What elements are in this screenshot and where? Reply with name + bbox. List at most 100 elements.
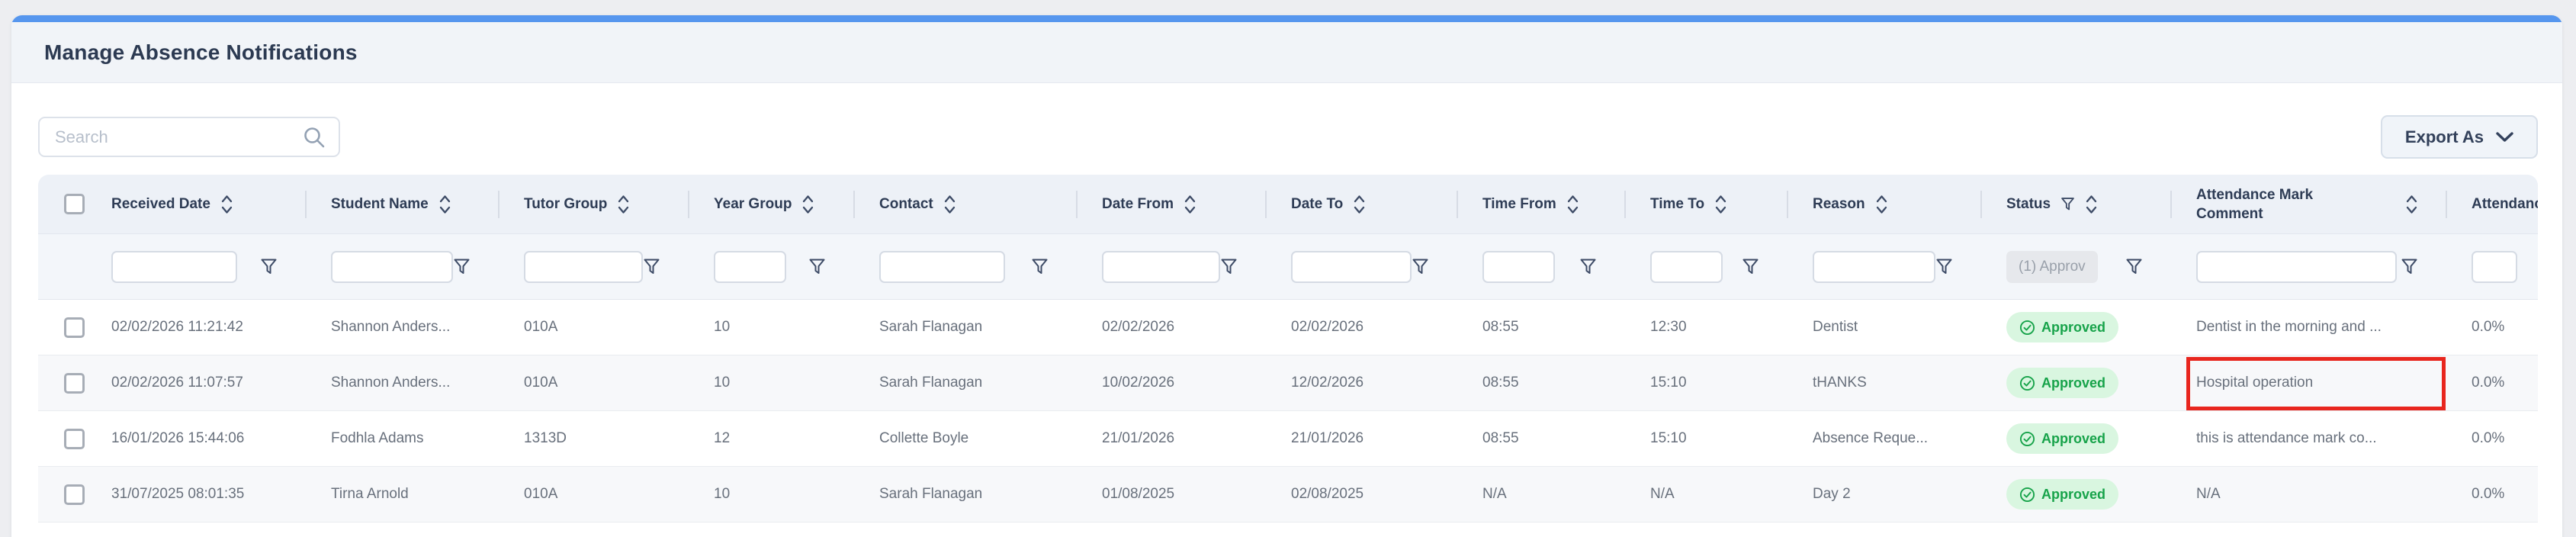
sort-icon[interactable] (2085, 193, 2098, 216)
column-header-student_name[interactable]: Student Name (305, 175, 498, 233)
cell-status: Approved (1980, 479, 2170, 510)
filter-cell-select (38, 234, 99, 299)
column-header-label: Reason (1813, 195, 1865, 212)
column-header-time_to[interactable]: Time To (1624, 175, 1787, 233)
filter-cell-reason (1787, 234, 1980, 299)
cell-time_from: N/A (1482, 486, 1507, 502)
cell-attendance_mark_comment: N/A (2196, 486, 2221, 502)
cell-status: Approved (1980, 312, 2170, 342)
filter-input-contact[interactable] (879, 250, 1005, 283)
card-accent-bar (11, 15, 2562, 22)
filter-cell-tutor_group (498, 234, 688, 299)
cell-date_from: 02/02/2026 (1102, 319, 1175, 335)
column-header-year_group[interactable]: Year Group (688, 175, 853, 233)
column-header-attendance_pct[interactable]: Attendance % (2446, 175, 2538, 233)
cell-date_from: 01/08/2025 (1102, 486, 1175, 502)
status-badge: Approved (2006, 479, 2119, 510)
column-header-contact[interactable]: Contact (853, 175, 1076, 233)
cell-student_name: Fodhla Adams (331, 430, 424, 446)
status-badge: Approved (2006, 312, 2119, 342)
sort-icon[interactable] (943, 193, 956, 216)
cell-attendance_pct: 0.0% (2472, 375, 2505, 391)
row-checkbox[interactable] (64, 428, 85, 449)
cell-contact: Sarah Flanagan (879, 486, 983, 502)
column-header-date_to[interactable]: Date To (1265, 175, 1457, 233)
filter-cell-contact (853, 234, 1076, 299)
cell-select (38, 484, 99, 505)
column-header-reason[interactable]: Reason (1787, 175, 1980, 233)
filter-cell-student_name (305, 234, 498, 299)
sort-icon[interactable] (438, 193, 451, 216)
check-circle-icon (2019, 431, 2035, 447)
column-header-tutor_group[interactable]: Tutor Group (498, 175, 688, 233)
sort-icon[interactable] (617, 193, 630, 216)
filter-input-time_from[interactable] (1482, 250, 1555, 283)
filter-input-received_date[interactable] (111, 250, 237, 283)
sort-icon[interactable] (2405, 193, 2418, 216)
column-header-label: Status (2006, 195, 2051, 212)
column-header-time_from[interactable]: Time From (1457, 175, 1624, 233)
filter-funnel-icon[interactable] (1935, 258, 1953, 275)
column-header-label: Attendance Mark Comment (2196, 186, 2314, 222)
filter-funnel-icon[interactable] (260, 258, 278, 275)
status-badge-label: Approved (2041, 430, 2106, 446)
column-header-label: Date To (1291, 195, 1344, 212)
filter-funnel-icon[interactable] (1579, 258, 1597, 275)
table-row: 31/07/2025 08:01:35 Tirna Arnold 010A 10 Sar… (38, 467, 2538, 523)
cell-attendance_pct: 0.0% (2472, 430, 2505, 446)
column-header-label: Time To (1650, 195, 1705, 212)
filter-funnel-icon[interactable] (1412, 258, 1429, 275)
column-header-attendance_mark_comment[interactable]: Attendance Mark Comment (2170, 175, 2446, 233)
filter-input-attendance_mark_comment[interactable] (2196, 250, 2397, 283)
filter-funnel-icon[interactable] (643, 258, 660, 275)
row-checkbox[interactable] (64, 317, 85, 338)
cell-student_name: Shannon Anders... (331, 375, 451, 391)
filter-input-year_group[interactable] (714, 250, 786, 283)
table-row: 16/01/2026 15:44:06 Fodhla Adams 1313D 12 Co… (38, 411, 2538, 467)
absence-notifications-table: Received Date Student Name Tutor Group Year… (38, 175, 2538, 523)
filter-funnel-icon[interactable] (1742, 258, 1759, 275)
sort-icon[interactable] (1353, 193, 1366, 216)
filter-input-time_to[interactable] (1650, 250, 1723, 283)
filter-funnel-icon[interactable] (2401, 258, 2418, 275)
status-badge-label: Approved (2041, 486, 2106, 502)
column-header-date_from[interactable]: Date From (1076, 175, 1265, 233)
cell-attendance_pct: 0.0% (2472, 486, 2505, 502)
column-header-status[interactable]: Status (1980, 175, 2170, 233)
filter-funnel-icon[interactable] (1220, 258, 1238, 275)
cell-reason: tHANKS (1813, 375, 1867, 391)
filter-input-student_name[interactable] (331, 250, 453, 283)
row-checkbox[interactable] (64, 484, 85, 505)
cell-year_group: 12 (714, 430, 731, 446)
filter-funnel-icon[interactable] (453, 258, 471, 275)
column-header-label: Attendance % (2472, 195, 2538, 212)
filter-cell-year_group (688, 234, 853, 299)
sort-icon[interactable] (1184, 193, 1196, 216)
card-body: Export As Received Date Student Name Tutor… (11, 83, 2562, 523)
filter-funnel-icon[interactable] (1031, 258, 1049, 275)
sort-icon[interactable] (220, 193, 233, 216)
sort-icon[interactable] (1875, 193, 1888, 216)
filter-funnel-icon[interactable] (2125, 258, 2143, 275)
filter-input-date_from[interactable] (1102, 250, 1220, 283)
sort-icon[interactable] (801, 193, 814, 216)
status-filter-chip[interactable]: (1) Approv (2006, 250, 2098, 283)
cell-contact: Collette Boyle (879, 430, 969, 446)
filter-input-tutor_group[interactable] (524, 250, 643, 283)
cell-tutor_group: 010A (524, 319, 558, 335)
filter-input-reason[interactable] (1813, 250, 1935, 283)
sort-icon[interactable] (1566, 193, 1579, 216)
row-checkbox[interactable] (64, 372, 85, 394)
filter-input-attendance_pct[interactable] (2472, 250, 2517, 283)
select-all-checkbox[interactable] (64, 194, 85, 214)
search-input[interactable] (55, 127, 302, 147)
sort-icon[interactable] (1714, 193, 1727, 216)
filter-funnel-icon[interactable] (808, 258, 826, 275)
manage-absence-notifications-card: Manage Absence Notifications Export As (11, 15, 2562, 537)
column-header-label: Tutor Group (524, 195, 608, 212)
cell-date_from: 10/02/2026 (1102, 375, 1175, 391)
column-header-received_date[interactable]: Received Date (99, 175, 305, 233)
export-as-button[interactable]: Export As (2380, 115, 2538, 159)
filter-funnel-icon[interactable] (2060, 197, 2075, 211)
filter-input-date_to[interactable] (1291, 250, 1412, 283)
